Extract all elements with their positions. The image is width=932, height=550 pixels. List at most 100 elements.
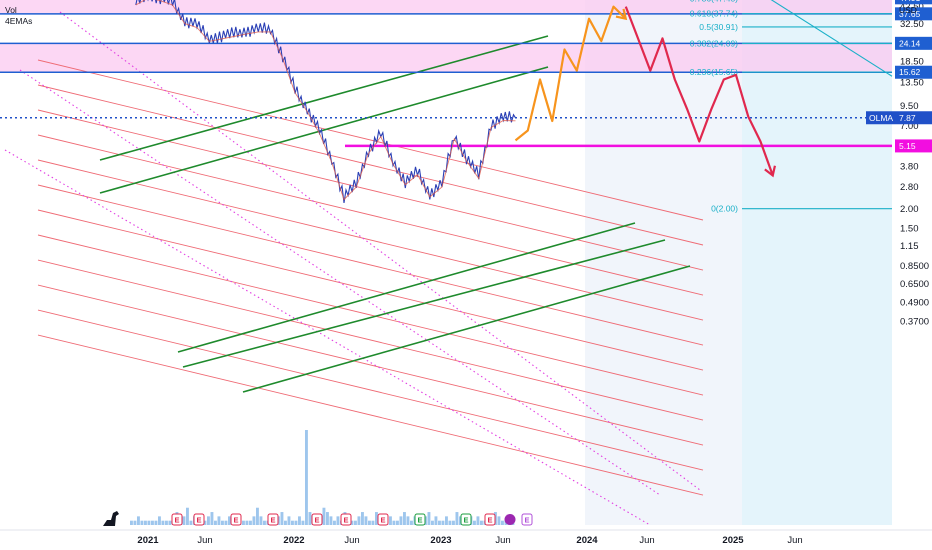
green-channel-line-3[interactable] — [182, 239, 666, 368]
symbol-badge-text: OLMA — [869, 113, 893, 123]
down-channel-line-6[interactable] — [37, 209, 704, 371]
green-channel-line-0[interactable] — [99, 35, 549, 161]
volume-bar — [480, 520, 483, 525]
price-tick-label: 2.80 — [900, 182, 919, 193]
earnings-marker-label-2: E — [233, 516, 238, 525]
price-tick-label: 32.50 — [900, 19, 924, 30]
earnings-marker-3[interactable] — [267, 513, 279, 526]
volume-bar — [284, 520, 287, 525]
green-channel-line-4[interactable] — [242, 265, 691, 393]
price-tick-label: 1.15 — [900, 241, 919, 252]
volume-bar — [207, 516, 210, 525]
earnings-marker-10[interactable] — [521, 513, 533, 526]
projection-red-path[interactable] — [624, 6, 774, 176]
down-channel-line-7[interactable] — [37, 234, 704, 396]
down-channel-line-1[interactable] — [37, 84, 704, 246]
volume-bar — [308, 512, 312, 525]
volume-bar — [399, 516, 403, 525]
fib-diagonal-line[interactable] — [745, 0, 893, 77]
time-tick-label: Jun — [639, 535, 654, 546]
price-tick-label: 18.50 — [900, 56, 924, 67]
volume-bar — [427, 512, 431, 525]
time-tick-label: Jun — [344, 535, 359, 546]
volume-bar — [322, 507, 326, 525]
dotted-trend-line-2[interactable] — [4, 149, 651, 526]
earnings-marker-9[interactable] — [484, 513, 496, 526]
level-price-badge-2[interactable] — [895, 36, 932, 50]
volume-bar — [336, 516, 340, 525]
price-series-line[interactable] — [135, 0, 516, 203]
resistance-zone-0[interactable] — [0, 0, 892, 14]
price-tick-label: 0.4900 — [900, 298, 929, 309]
symbol-badge[interactable] — [866, 111, 895, 125]
volume-bar — [476, 516, 480, 525]
earnings-marker-5[interactable] — [340, 513, 352, 526]
earnings-marker-1[interactable] — [193, 513, 205, 526]
volume-bar — [438, 520, 441, 525]
volume-bar — [501, 520, 504, 525]
earnings-marker-7[interactable] — [414, 513, 426, 526]
volume-bar — [259, 516, 263, 525]
down-channel-line-8[interactable] — [37, 259, 704, 421]
down-channel-line-10[interactable] — [37, 309, 704, 471]
fib-label-2: 0.786(47.45) — [690, 0, 738, 3]
volume-bar — [228, 516, 231, 525]
volume-bar — [389, 516, 392, 525]
down-channel-line-5[interactable] — [37, 184, 704, 346]
price-tick-label: 13.50 — [900, 77, 924, 88]
volume-bar — [354, 520, 357, 525]
logo-icon — [103, 511, 119, 526]
fib-label-7: 0(2.00) — [711, 204, 738, 214]
earnings-marker-label-4: E — [314, 516, 319, 525]
volume-bar — [434, 516, 438, 525]
earnings-marker-4[interactable] — [311, 513, 323, 526]
down-channel-line-9[interactable] — [37, 284, 704, 446]
price-tick-label: 9.50 — [900, 101, 919, 112]
volume-bar — [224, 520, 228, 525]
time-tick-label: Jun — [197, 535, 212, 546]
volume-bar — [154, 520, 158, 525]
volume-bar — [375, 512, 378, 525]
volume-bar — [140, 520, 144, 525]
volume-bar — [371, 520, 375, 525]
split-marker-icon[interactable] — [504, 514, 516, 525]
earnings-marker-6[interactable] — [377, 513, 389, 526]
green-channel-line-1[interactable] — [99, 66, 549, 194]
volume-bar — [326, 512, 329, 525]
price-tick-label: 42.50 — [900, 1, 924, 12]
level-price-badge-3[interactable] — [895, 65, 932, 79]
down-channel-line-3[interactable] — [37, 134, 704, 296]
earnings-marker-8[interactable] — [460, 513, 472, 526]
down-channel-line-2[interactable] — [37, 109, 704, 271]
volume-bar — [210, 512, 214, 525]
price-tick-label: 2.00 — [900, 204, 919, 215]
price-tick-label: 0.8500 — [900, 261, 929, 272]
volume-bar — [357, 516, 361, 525]
level-price-badge-1[interactable] — [895, 7, 932, 21]
fib-label-3: 0.618(37.74) — [690, 9, 738, 19]
legend-emas[interactable]: 4EMAs — [5, 16, 33, 26]
volume-bar — [186, 507, 189, 525]
green-channel-line-2[interactable] — [177, 222, 636, 353]
volume-bar — [298, 516, 301, 525]
dotted-trend-line-1[interactable] — [19, 69, 661, 496]
down-channel-line-11[interactable] — [37, 334, 704, 496]
down-channel-line-0[interactable] — [37, 59, 704, 221]
earnings-marker-2[interactable] — [230, 513, 242, 526]
resistance-zone-1[interactable] — [0, 43, 892, 73]
level-price-badge-0[interactable] — [895, 0, 932, 5]
volume-bar — [189, 520, 193, 525]
volume-bar — [333, 520, 336, 525]
last-price-badge[interactable] — [895, 111, 932, 125]
level-price-badge-4[interactable] — [895, 139, 932, 153]
legend-vol[interactable]: Vol — [5, 5, 17, 15]
time-tick-label: 2022 — [283, 535, 304, 546]
earnings-marker-label-7: E — [417, 516, 422, 525]
projection-orange-path[interactable] — [514, 5, 627, 142]
earnings-marker-0[interactable] — [171, 513, 183, 526]
earnings-marker-label-1: E — [196, 516, 201, 525]
volume-bar — [392, 520, 396, 525]
ema-line — [135, 0, 516, 201]
